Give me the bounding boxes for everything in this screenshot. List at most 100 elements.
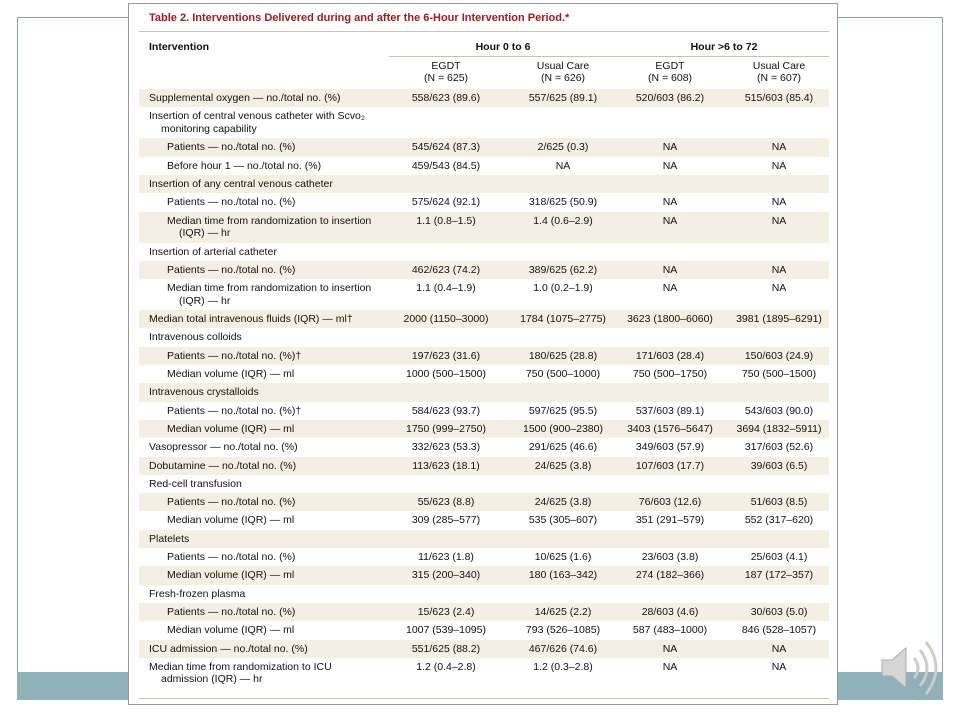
table-cell: 23/603 (3.8) <box>641 551 699 563</box>
rule <box>139 698 829 699</box>
table-cell: 11/623 (1.8) <box>418 551 474 563</box>
table-cell: 389/625 (62.2) <box>528 263 598 276</box>
table-cell: NA <box>662 141 678 154</box>
row-label: ICU admission — no./total no. (%) <box>149 642 308 655</box>
table-row: Median volume (IQR) — ml 1000 (500–1500) 7… <box>139 365 829 383</box>
row-label: monitoring capability <box>161 122 257 135</box>
table-cell: 51/603 (8.5) <box>750 496 808 509</box>
table-cell: 2000 (1150–3000) <box>403 313 489 326</box>
table-cell: 575/624 (92.1) <box>411 196 481 209</box>
column-subheader: Usual Care <box>752 60 806 72</box>
table-row: Patients — no./total no. (%)† 584/623 (93… <box>139 402 829 420</box>
table-cell: 750 (500–1000) <box>525 368 601 380</box>
table-row: Median volume (IQR) — ml 309 (285–577) 535… <box>139 511 829 529</box>
row-label: Patients — no./total no. (%) <box>167 141 296 154</box>
table-cell: 793 (526–1085) <box>525 624 601 637</box>
table-cell: 551/625 (88.2) <box>411 642 481 655</box>
table-cell: 171/603 (28.4) <box>635 349 705 362</box>
table-row: Fresh-frozen plasma <box>139 585 829 603</box>
row-label: Dobutamine — no./total no. (%) <box>149 459 297 472</box>
row-label: Insertion of any central venous catheter <box>149 177 333 190</box>
row-label: Supplemental oxygen — no./total no. (%) <box>149 92 341 104</box>
table-cell: 150/603 (24.9) <box>744 349 814 362</box>
row-label: (IQR) — hr <box>179 227 231 239</box>
table-title: Table 2. Interventions Delivered during … <box>149 12 570 24</box>
group-header: Hour >6 to 72 <box>690 41 758 53</box>
rule <box>139 31 829 32</box>
table-cell: 180 (163–342) <box>528 569 598 582</box>
table-cell: 543/603 (90.0) <box>744 404 814 417</box>
table-cell: NA <box>771 159 787 172</box>
table-cell: 1.1 (0.4–1.9) <box>416 282 476 295</box>
table-cell: NA <box>771 141 787 154</box>
table-row: ICU admission — no./total no. (%) 551/625… <box>139 639 829 658</box>
table-row: Insertion of central venous catheter wit… <box>139 107 829 138</box>
row-label: Red-cell transfusion <box>149 477 242 490</box>
table-cell: 315 (200–340) <box>411 569 481 582</box>
column-header: Intervention <box>149 41 210 53</box>
table-cell: 1784 (1075–2775) <box>520 313 606 326</box>
table-cell: 545/624 (87.3) <box>411 141 481 154</box>
table-cell: NA <box>662 159 678 172</box>
table-cell: 24/625 (3.8) <box>534 459 592 472</box>
column-subheader: (N = 625) <box>423 72 469 84</box>
table-cell: 520/603 (86.2) <box>635 92 705 104</box>
row-label: Median volume (IQR) — ml <box>167 569 295 582</box>
table-cell: 557/625 (89.1) <box>528 92 598 104</box>
table-cell: 28/603 (4.6) <box>641 605 699 618</box>
table-cell: 291/625 (46.6) <box>528 441 598 454</box>
row-label: Intravenous colloids <box>149 331 242 344</box>
row-label: Median volume (IQR) — ml <box>167 422 295 435</box>
table-cell: 558/623 (89.6) <box>411 92 481 104</box>
table-row: Patients — no./total no. (%) 462/623 (74.… <box>139 260 829 280</box>
column-subheader: EGDT <box>655 60 685 72</box>
table-row: Median time from randomization to ICU adm… <box>139 658 829 689</box>
table-row: Patients — no./total no. (%) 11/623 (1.8)… <box>139 548 829 566</box>
table-row: Intravenous colloids <box>139 328 829 346</box>
table-cell: 318/625 (50.9) <box>528 196 598 209</box>
row-label: Insertion of central venous catheter wit… <box>149 110 365 123</box>
table-cell: NA <box>662 282 678 295</box>
table-cell: 14/625 (2.2) <box>534 605 592 618</box>
table-row: Patients — no./total no. (%) 545/624 (87.… <box>139 138 829 157</box>
table-cell: 750 (500–1750) <box>632 368 708 380</box>
row-label: Patients — no./total no. (%) <box>167 496 296 509</box>
row-label: Insertion of arterial catheter <box>149 245 277 258</box>
table-cell: 317/603 (52.6) <box>744 441 814 454</box>
table-cell: 25/603 (4.1) <box>750 551 808 563</box>
group-header: Hour 0 to 6 <box>475 41 531 53</box>
table-cell: 39/603 (6.5) <box>750 459 808 472</box>
table-cell: 584/623 (93.7) <box>411 404 481 417</box>
table-cell: 274 (182–366) <box>635 569 705 582</box>
table-cell: NA <box>555 159 571 172</box>
table-cell: NA <box>771 642 787 655</box>
table-cell: 309 (285–577) <box>411 514 481 527</box>
row-label: Platelets <box>149 532 190 545</box>
table-cell: 3623 (1800–6060) <box>627 313 713 326</box>
table-cell: 55/623 (8.8) <box>417 496 475 509</box>
table-cell: NA <box>771 196 787 209</box>
row-label: Median volume (IQR) — ml <box>167 368 295 380</box>
table-cell: 1.2 (0.3–2.8) <box>533 660 593 673</box>
row-label: Median volume (IQR) — ml <box>167 514 295 527</box>
table-cell: 1.2 (0.4–2.8) <box>416 660 476 673</box>
row-label: Patients — no./total no. (%) <box>167 605 296 618</box>
speaker-icon[interactable] <box>878 640 940 696</box>
table-row: Median volume (IQR) — ml 1007 (539–1095) 7… <box>139 621 829 639</box>
row-label: Vasopressor — no./total no. (%) <box>149 441 298 454</box>
table-cell: 180/625 (28.8) <box>528 349 598 362</box>
table-row: Patients — no./total no. (%) 55/623 (8.8)… <box>139 493 829 512</box>
table-cell: NA <box>662 642 678 655</box>
table-cell: 3694 (1832–5911) <box>736 422 822 435</box>
table-row: Patients — no./total no. (%) 15/623 (2.4)… <box>139 602 829 622</box>
table-cell: 24/625 (3.8) <box>534 496 592 509</box>
table-cell: 462/623 (74.2) <box>411 263 481 276</box>
table-cell: 351 (291–579) <box>635 514 705 527</box>
row-label: Median time from randomization to ICU <box>149 660 332 673</box>
column-subheader: EGDT <box>431 60 461 72</box>
table-cell: 1007 (539–1095) <box>406 624 486 637</box>
table-cell: 1750 (999–2750) <box>406 422 486 435</box>
table-cell: 113/623 (18.1) <box>412 459 480 472</box>
table-cell: 552 (317–620) <box>744 514 814 527</box>
table-cell: 587 (483–1000) <box>632 624 708 637</box>
